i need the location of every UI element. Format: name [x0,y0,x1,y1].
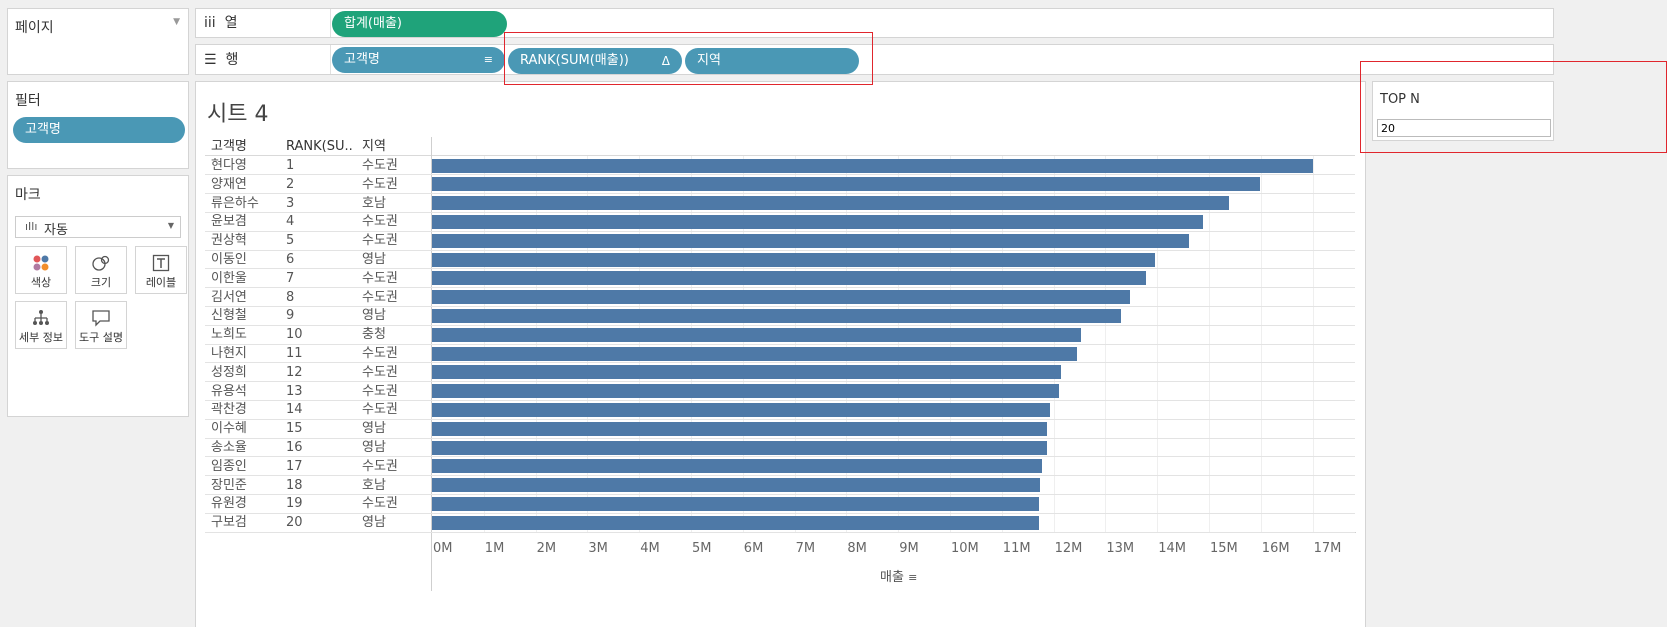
pages-panel: 페이지 ▼ [7,8,189,75]
parameter-title: TOP N [1380,92,1420,107]
parameter-panel: TOP N [1372,81,1554,141]
size-button[interactable]: 크기 [75,246,127,294]
tooltip-label: 도구 설명 [79,331,123,344]
rows-pill-customer-label: 고객명 [344,52,380,67]
detail-button[interactable]: 세부 정보 [15,301,67,349]
rows-pill-rank[interactable]: RANK(SUM(매출)) Δ [508,48,682,74]
marks-panel: 마크 ıIlı 자동 ▼ 색상 크기 레이블 세부 정보 도구 설명 [7,175,189,417]
filter-pill-label: 고객명 [25,122,61,137]
columns-shelf-label: iii 열 [204,9,237,38]
rows-pill-region[interactable]: 지역 [685,48,859,74]
columns-icon: iii [204,15,216,31]
color-label: 색상 [30,276,52,289]
delta-icon: Δ [661,54,670,68]
columns-shelf: iii 열 합계(매출) [195,8,1554,38]
rows-pill-customer[interactable]: 고객명 ≡ [332,47,505,73]
rows-pill-region-label: 지역 [697,53,721,68]
label-label: 레이블 [145,276,177,289]
color-button[interactable]: 색상 [15,246,67,294]
size-label: 크기 [90,276,112,289]
label-button[interactable]: 레이블 [135,246,187,294]
columns-pill-sum-sales[interactable]: 합계(매출) [332,11,507,37]
mark-type-label: 자동 [44,223,68,238]
tooltip-button[interactable]: 도구 설명 [75,301,127,349]
detail-icon [33,310,49,325]
size-icon [92,255,110,271]
sheet-view: 시트 4 [195,81,1366,627]
rows-label-text: 행 [225,52,239,68]
filters-panel: 필터 고객명 [7,81,189,169]
top-n-input[interactable] [1377,119,1551,137]
chevron-down-icon: ▼ [167,221,174,230]
rows-shelf: ☰ 행 고객명 ≡ RANK(SUM(매출)) Δ 지역 [195,44,1554,75]
shelf-divider [330,9,331,37]
label-icon [152,254,170,272]
marks-title: 마크 [15,187,41,203]
mark-type-dropdown[interactable]: ıIlı 자동 ▼ [15,216,181,238]
filters-title: 필터 [15,93,41,109]
highlight-box-rows [504,32,873,85]
shelf-divider [330,45,331,74]
tooltip-icon [92,310,110,327]
chevron-down-icon[interactable]: ▼ [173,17,180,27]
rows-icon: ☰ [204,52,217,68]
filter-pill-customer[interactable]: 고객명 [13,117,185,143]
bar-chart-icon: ıIlı [25,220,38,233]
color-icon [33,255,49,271]
highlight-box-parameter [1360,61,1667,153]
rows-pill-rank-label: RANK(SUM(매출)) [520,53,629,68]
sort-icon[interactable]: ≡ [483,53,493,66]
columns-pill-label: 합계(매출) [344,16,402,31]
rows-shelf-label: ☰ 행 [204,45,238,75]
columns-label-text: 열 [224,15,238,31]
sheet-title: 시트 4 [207,102,269,127]
pages-title: 페이지 [15,20,54,36]
detail-label: 세부 정보 [19,331,63,344]
